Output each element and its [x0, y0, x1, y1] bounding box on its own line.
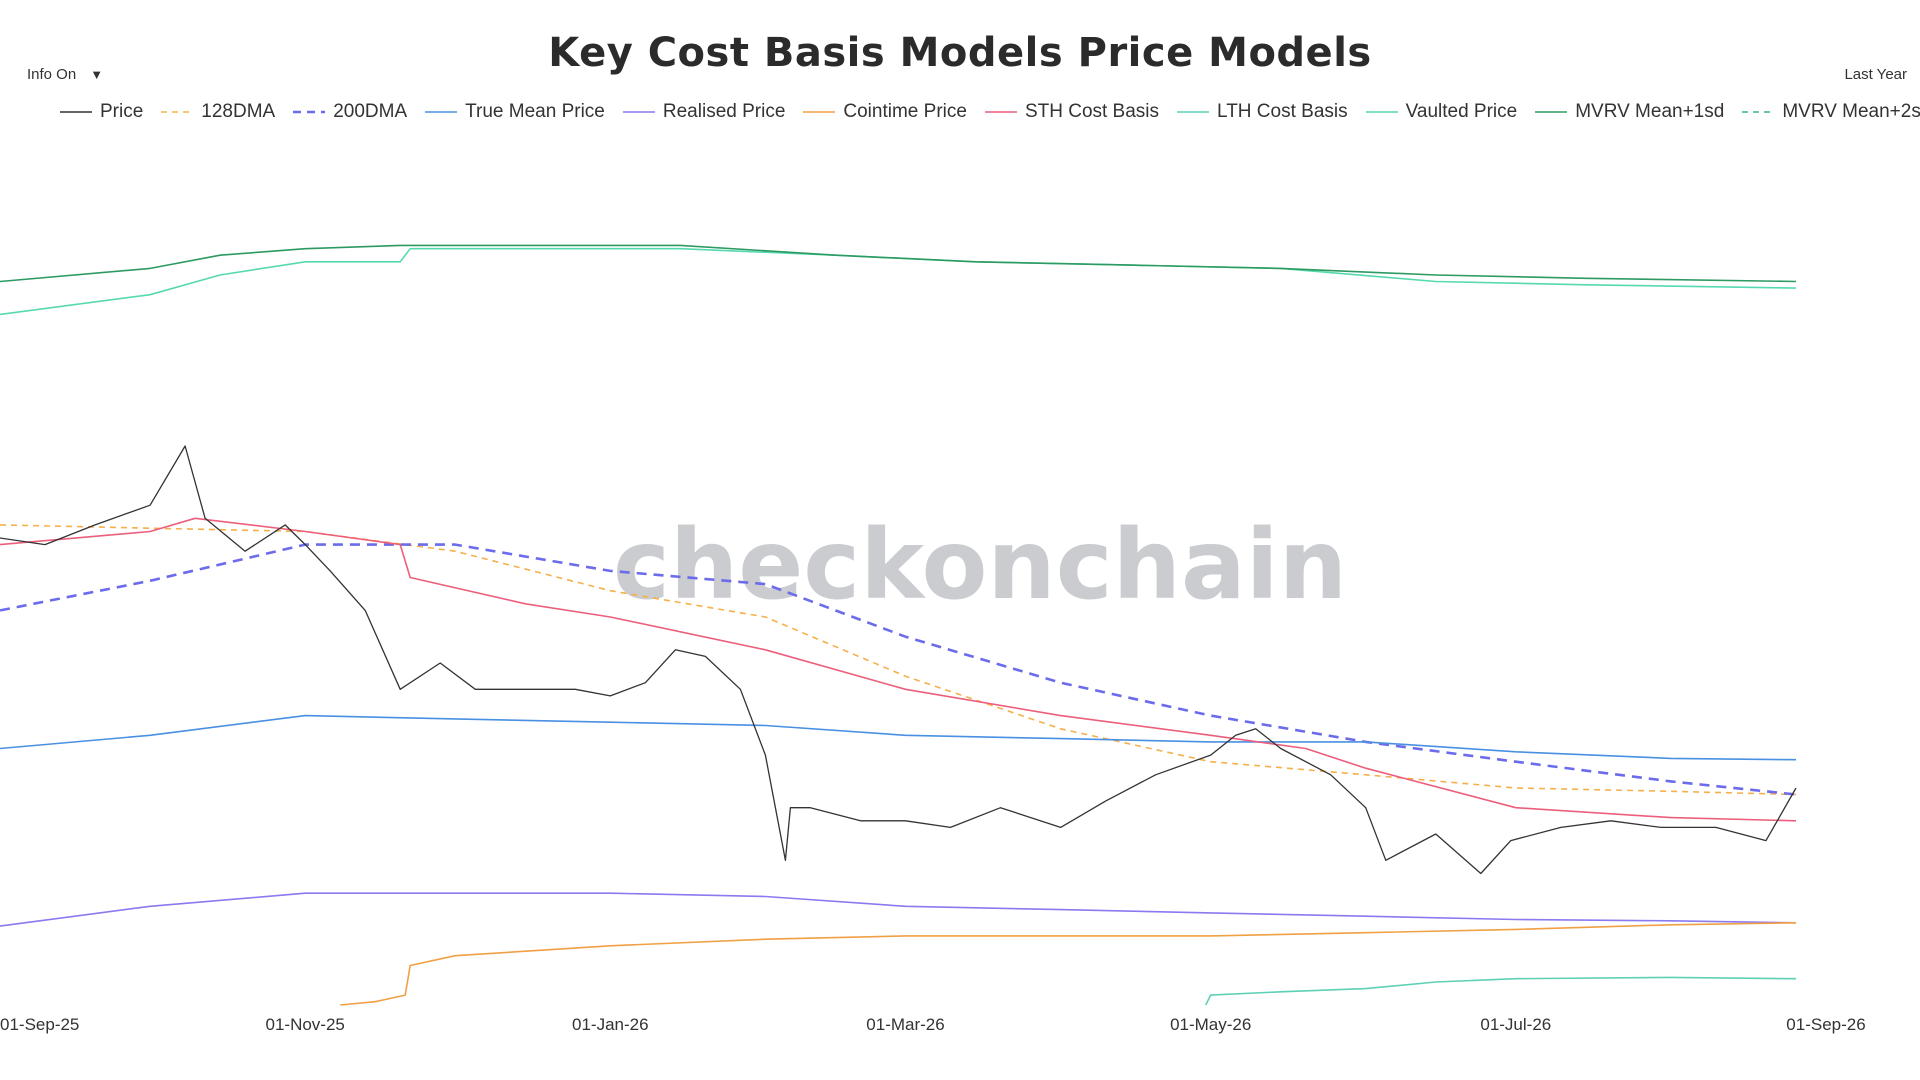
dropdown-arrow-icon: ▼: [90, 67, 104, 82]
legend-swatch-icon: [1535, 111, 1568, 113]
legend-label: MVRV Mean+1sd: [1575, 101, 1725, 122]
legend-swatch-icon: [803, 111, 836, 113]
legend-item-lth-cost-basis[interactable]: LTH Cost Basis: [1175, 101, 1348, 123]
legend-label: Price: [100, 101, 144, 122]
series-line-price[interactable]: [0, 445, 1797, 875]
watermark-text: checkonchain: [613, 509, 1347, 621]
legend-label: True Mean Price: [465, 101, 605, 122]
legend-label: LTH Cost Basis: [1217, 101, 1348, 122]
chart-legend: Price 128DMA 200DMA True Mean Price Realised…: [58, 98, 1920, 126]
legend-item-128dma[interactable]: 128DMA: [159, 101, 275, 123]
legend-label: 200DMA: [333, 101, 408, 122]
series-layer: [0, 244, 1797, 1006]
legend-item-200dma[interactable]: 200DMA: [291, 101, 407, 123]
x-tick-label: 01-Mar-26: [866, 1015, 944, 1034]
legend-item-price[interactable]: Price: [58, 101, 143, 123]
x-tick-label: 01-Nov-25: [266, 1015, 345, 1034]
legend-label: Cointime Price: [843, 101, 967, 122]
legend-item-mvrv-mean-1sd[interactable]: MVRV Mean+1sd: [1533, 101, 1724, 123]
range-selector[interactable]: Last Year: [1844, 66, 1907, 83]
legend-label: 128DMA: [201, 101, 276, 122]
series-line-true-mean-price[interactable]: [0, 714, 1797, 761]
legend-swatch-icon: [1742, 111, 1775, 113]
legend-item-realised-price[interactable]: Realised Price: [621, 101, 786, 123]
legend-item-true-mean-price[interactable]: True Mean Price: [423, 101, 605, 123]
chart-title: Key Cost Basis Models Price Models: [548, 30, 1372, 76]
legend-label: STH Cost Basis: [1024, 101, 1160, 122]
legend-swatch-icon: [984, 111, 1017, 113]
x-tick-label: 01-Jul-26: [1480, 1015, 1551, 1034]
legend-swatch-icon: [425, 111, 458, 113]
legend-swatch-icon: [161, 111, 194, 113]
legend-swatch-icon: [1177, 111, 1210, 113]
series-line-sth-cost-basis[interactable]: [0, 517, 1797, 822]
series-line-cointime-price[interactable]: [340, 922, 1797, 1006]
series-line-mvrv-mean-1sd[interactable]: [0, 244, 1797, 283]
legend-label: Realised Price: [662, 101, 786, 122]
legend-item-sth-cost-basis[interactable]: STH Cost Basis: [983, 101, 1159, 123]
legend-item-mvrv-mean-2sd[interactable]: MVRV Mean+2sd: [1740, 101, 1920, 123]
series-line-128dma[interactable]: [0, 524, 1797, 796]
x-tick-label: 01-May-26: [1170, 1015, 1251, 1034]
series-line-lth-cost-basis[interactable]: [1204, 976, 1797, 1006]
legend-swatch-icon: [60, 111, 92, 113]
legend-label: Vaulted Price: [1405, 101, 1518, 122]
info-toggle-button[interactable]: Info On ▼: [27, 66, 103, 83]
series-line-realised-price[interactable]: [0, 892, 1797, 927]
legend-label: MVRV Mean+2sd: [1782, 101, 1920, 122]
series-line-vaulted-price[interactable]: [0, 247, 1797, 316]
x-tick-label: 01-Jan-26: [572, 1015, 649, 1034]
x-tick-label: 01-Sep-25: [0, 1015, 79, 1034]
x-tick-label: 01-Sep-26: [1786, 1015, 1865, 1034]
legend-item-cointime-price[interactable]: Cointime Price: [801, 101, 967, 123]
info-toggle-label: Info On: [27, 66, 77, 83]
legend-swatch-icon: [293, 110, 326, 114]
watermark-layer: checkonchain: [613, 509, 1347, 621]
legend-swatch-icon: [622, 111, 655, 113]
legend-item-vaulted-price[interactable]: Vaulted Price: [1364, 101, 1518, 123]
x-axis: 01-Sep-25 01-Nov-25 01-Jan-26 01-Mar-26 01-M…: [0, 1015, 1866, 1034]
legend-swatch-icon: [1365, 111, 1398, 113]
